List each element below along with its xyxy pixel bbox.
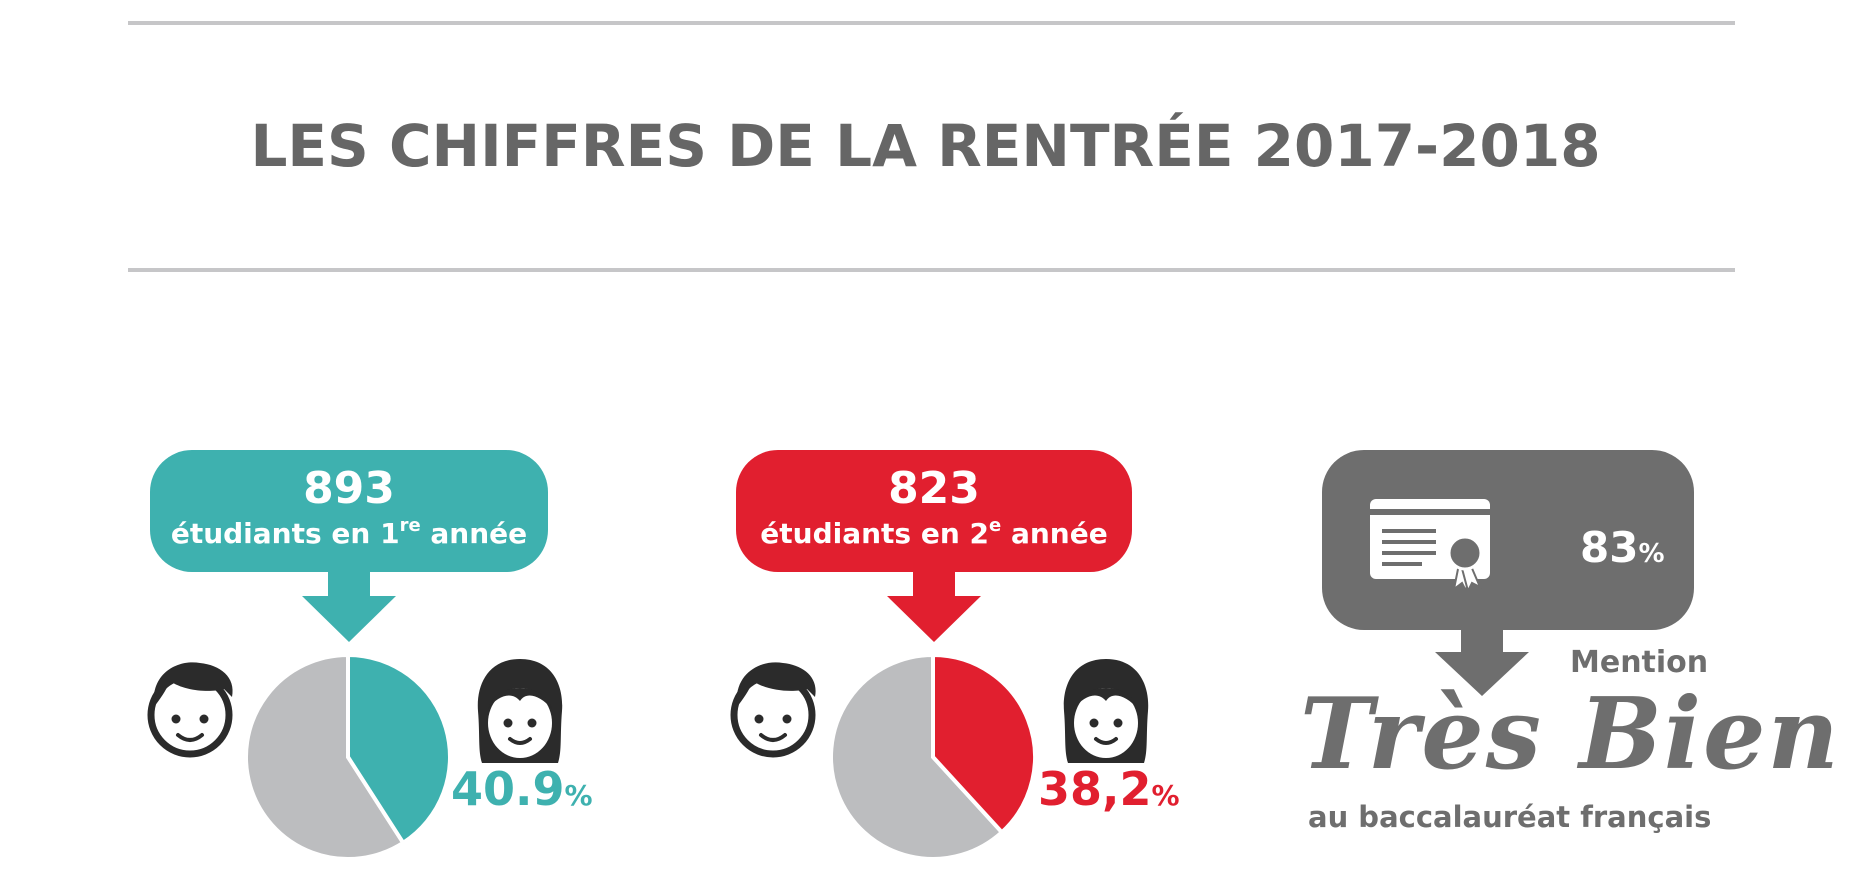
first-year-count: 893 [303,463,395,514]
first-year-percent: 40.9% [451,762,593,816]
boy-face-icon [730,662,816,758]
first-year-pie-slice [346,652,452,846]
mention-percent: 83% [1580,523,1665,572]
second-year-percent: 38,2% [1038,762,1180,816]
diploma-icon [1370,499,1490,591]
bac-label: au baccalauréat français [1308,800,1712,834]
first-year-bubble: 893 étudiants en 1re année [150,450,548,572]
first-year-pie [244,652,452,861]
second-year-count: 823 [888,463,980,514]
mention-arrow [1435,630,1529,696]
second-year-pie-other [829,652,1005,861]
page-title: LES CHIFFRES DE LA RENTRÉE 2017-2018 [250,112,1601,180]
top-divider [128,21,1735,25]
girl-face-icon [1063,659,1149,763]
tres-bien-label: Très Bien [1300,677,1841,792]
second-year-arrow [887,572,981,642]
first-year-pie-other [244,652,406,861]
second-year-pie [829,652,1037,861]
first-year-arrow [302,572,396,642]
mention-label: Mention [1570,645,1709,680]
first-year-label: étudiants en 1re année [170,515,528,551]
title-divider [128,268,1735,272]
second-year-label: étudiants en 2e année [760,515,1108,551]
girl-face-icon [477,659,563,763]
second-year-bubble: 823 étudiants en 2e année [736,450,1132,572]
second-year-pie-slice [931,652,1037,836]
boy-face-icon [147,662,233,758]
